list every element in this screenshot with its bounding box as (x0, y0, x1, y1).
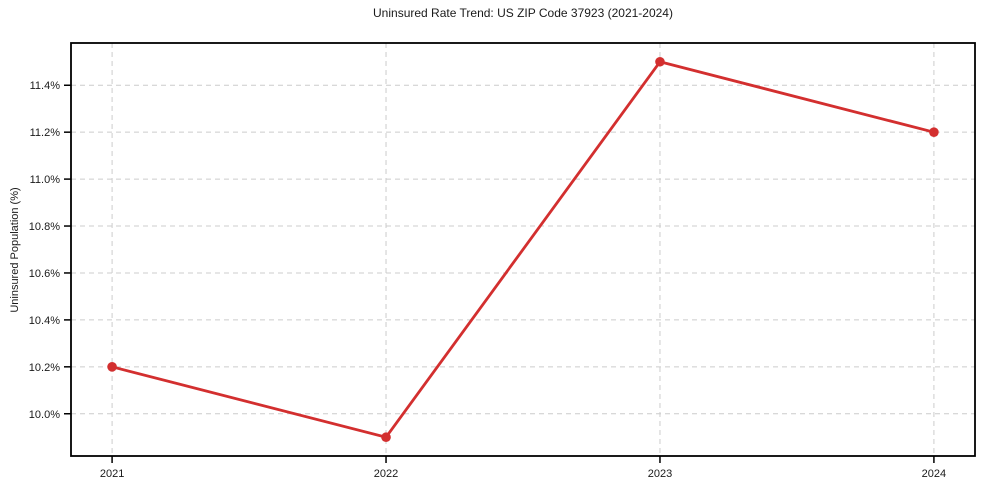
y-tick-label: 11.4% (30, 80, 61, 92)
x-tick-label: 2021 (100, 468, 124, 480)
data-point (929, 127, 939, 137)
y-tick-label: 10.2% (29, 362, 60, 374)
y-tick-label: 10.0% (29, 409, 60, 421)
data-point (381, 432, 391, 443)
y-tick-label: 11.0% (30, 174, 61, 186)
x-tick-label: 2023 (648, 468, 672, 480)
x-tick-label: 2024 (922, 468, 946, 480)
plot-border (70, 42, 976, 457)
trend-line (110, 60, 936, 439)
y-tick-label: 11.2% (30, 127, 61, 139)
x-tick-label: 2022 (374, 468, 398, 480)
y-tick-label: 10.6% (29, 268, 60, 280)
chart-title: Uninsured Rate Trend: US ZIP Code 37923 … (373, 6, 673, 20)
data-point (107, 362, 117, 372)
y-tick-label: 10.8% (29, 221, 60, 233)
y-tick-label: 10.4% (29, 315, 60, 327)
data-point (655, 56, 665, 67)
